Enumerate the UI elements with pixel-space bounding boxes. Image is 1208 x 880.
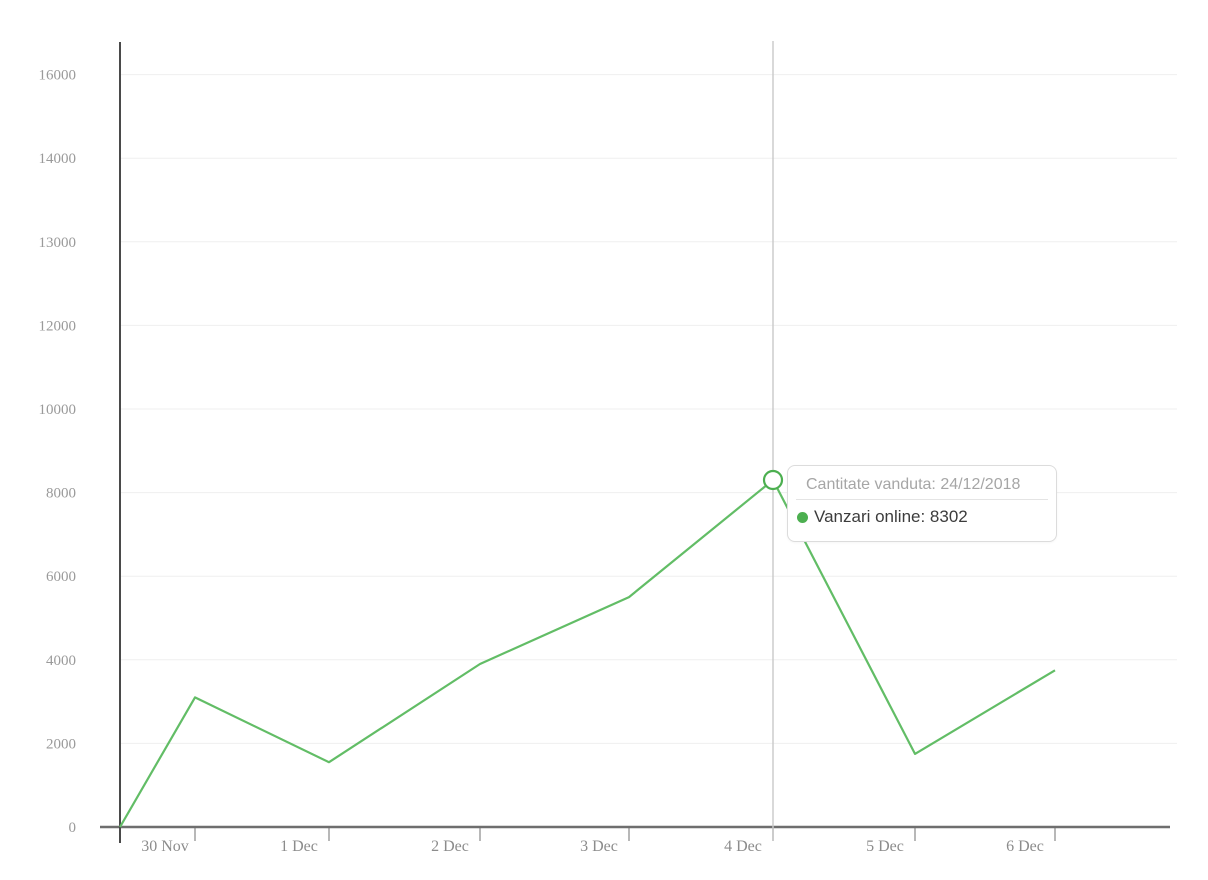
x-axis-tick-label: 30 Nov: [141, 838, 189, 855]
series-line-vanzari-online[interactable]: [119, 478, 1056, 828]
tooltip: Cantitate vanduta: 24/12/2018 Vanzari on…: [787, 465, 1057, 542]
x-axis-tick-label: 3 Dec: [580, 838, 618, 855]
y-axis-tick-label: 2000: [46, 736, 76, 752]
x-axis-tick-label: 6 Dec: [1006, 838, 1044, 855]
y-axis-tick-label: 14000: [39, 151, 77, 167]
y-axis-tick-label: 13000: [39, 235, 77, 251]
x-axis-tick-label: 4 Dec: [724, 838, 762, 855]
y-axis-tick-label: 10000: [39, 402, 77, 418]
y-axis-tick-label: 6000: [46, 569, 76, 585]
y-axis-tick-label: 8000: [46, 486, 76, 502]
y-axis-tick-label: 16000: [39, 68, 77, 84]
tooltip-series-value: Vanzari online: 8302: [814, 507, 968, 526]
series-marker-dot-icon: [797, 511, 808, 523]
tooltip-divider: [796, 499, 1048, 500]
y-axis-tick-label: 12000: [39, 318, 77, 334]
tooltip-title: Cantitate vanduta: 24/12/2018: [806, 476, 1021, 493]
tooltip-series-row: Vanzari online: 8302: [788, 500, 1056, 527]
x-axis-tick-label: 2 Dec: [431, 838, 469, 855]
x-axis-tick-label: 5 Dec: [866, 838, 904, 855]
y-axis-tick-label: 0: [69, 820, 77, 836]
y-axis-tick-label: 4000: [46, 653, 76, 669]
hovered-data-point[interactable]: [762, 469, 784, 491]
x-axis-tick-label: 1 Dec: [280, 838, 318, 855]
